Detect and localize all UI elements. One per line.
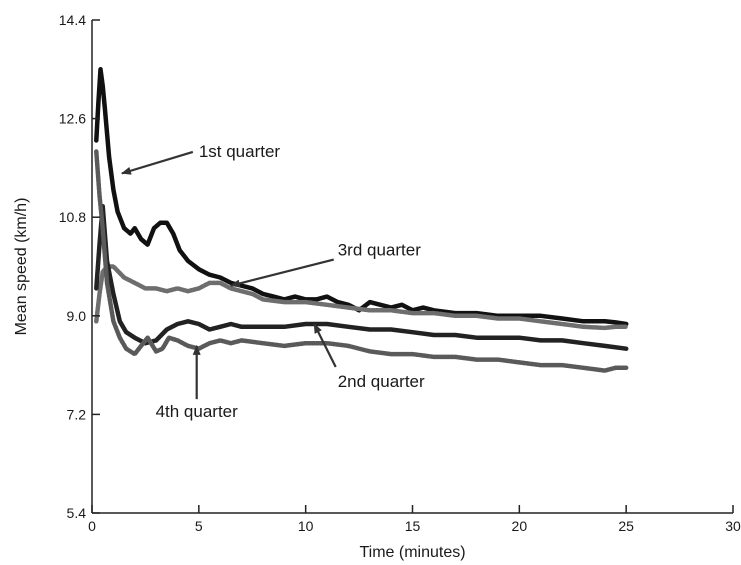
- y-tick-label: 9.0: [67, 308, 87, 324]
- x-tick-label: 5: [195, 518, 203, 534]
- series-line-3rd-quarter: [94, 264, 629, 331]
- axes: 0 5 10 15 20 25 30 5.4 7.2 9.0 10.8 12.6 14.4: [59, 12, 741, 534]
- annotation-3rd-quarter: 3rd quarter: [338, 241, 421, 260]
- x-axis-title: Time (minutes): [359, 544, 465, 561]
- annotation-4th-quarter: 4th quarter: [156, 402, 239, 421]
- y-tick-label: 5.4: [67, 505, 87, 521]
- x-tick-label: 0: [88, 518, 96, 534]
- x-tick-label: 25: [618, 518, 634, 534]
- y-axis-title: Mean speed (km/h): [13, 198, 30, 336]
- annotation-layer: 1st quarter 3rd quarter 2nd quarter 4th qua…: [120, 142, 425, 421]
- annotation-2nd-quarter: 2nd quarter: [338, 372, 425, 391]
- y-tick-label: 12.6: [59, 111, 86, 127]
- annotation-1st-quarter: 1st quarter: [199, 142, 281, 161]
- y-tick-label: 10.8: [59, 209, 86, 225]
- series-line-1st-quarter: [94, 67, 629, 327]
- x-tick-label: 10: [298, 518, 314, 534]
- annotation-arrow-1st-quarter: [120, 150, 194, 175]
- annotation-arrow-3rd-quarter: [229, 258, 334, 288]
- y-tick-label: 7.2: [67, 406, 87, 422]
- x-tick-label: 30: [725, 518, 741, 534]
- y-tick-label: 14.4: [59, 12, 86, 28]
- annotation-arrow-2nd-quarter: [313, 323, 337, 368]
- series-line-2nd-quarter: [94, 203, 629, 351]
- x-tick-label: 15: [405, 518, 421, 534]
- x-tick-label: 20: [512, 518, 528, 534]
- series-layer: [94, 67, 629, 373]
- series-line-4th-quarter: [94, 149, 629, 373]
